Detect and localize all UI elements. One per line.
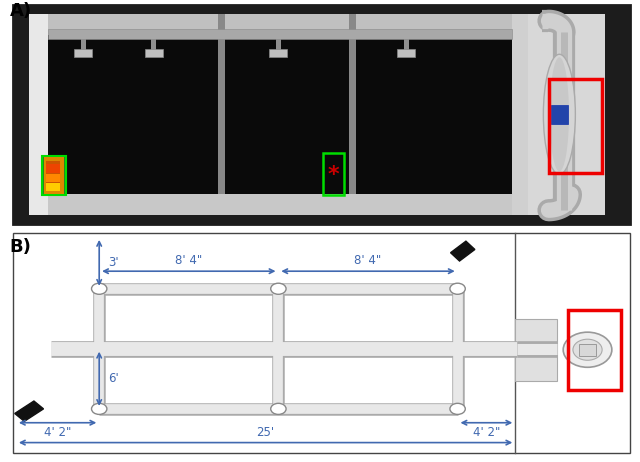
Text: 6': 6' xyxy=(108,372,119,385)
Circle shape xyxy=(271,403,286,414)
Bar xyxy=(269,49,287,57)
Bar xyxy=(404,39,409,51)
Polygon shape xyxy=(451,241,475,261)
Bar xyxy=(44,157,64,194)
Circle shape xyxy=(573,339,602,360)
Bar xyxy=(48,29,512,39)
Text: 4' 2": 4' 2" xyxy=(473,426,500,439)
Bar xyxy=(46,164,60,173)
Text: 25': 25' xyxy=(257,426,275,439)
Bar xyxy=(349,14,356,215)
Circle shape xyxy=(92,403,107,414)
Text: 3': 3' xyxy=(108,256,119,269)
Circle shape xyxy=(92,283,107,294)
Bar xyxy=(276,39,281,51)
Bar xyxy=(13,233,630,453)
Bar xyxy=(42,156,66,195)
Bar xyxy=(29,194,512,215)
Bar xyxy=(29,14,512,215)
Bar xyxy=(551,105,568,123)
Ellipse shape xyxy=(543,54,575,174)
Text: 8' 4": 8' 4" xyxy=(355,255,381,267)
Circle shape xyxy=(271,283,286,294)
Bar xyxy=(579,344,596,356)
Bar xyxy=(568,310,621,390)
Text: B): B) xyxy=(10,238,31,256)
Text: 4' 2": 4' 2" xyxy=(44,426,71,439)
Circle shape xyxy=(563,332,612,367)
Bar xyxy=(349,194,356,215)
Bar xyxy=(218,194,225,215)
Ellipse shape xyxy=(550,57,569,171)
Bar xyxy=(46,161,60,191)
Bar xyxy=(145,49,163,57)
Bar xyxy=(218,14,225,215)
Bar xyxy=(46,183,60,191)
Bar xyxy=(549,79,602,173)
Text: A): A) xyxy=(10,2,32,20)
Bar xyxy=(515,319,557,381)
Bar xyxy=(512,14,528,215)
Bar xyxy=(81,39,86,51)
Bar xyxy=(74,49,92,57)
Bar xyxy=(13,5,630,224)
Circle shape xyxy=(450,283,465,294)
Bar xyxy=(29,14,512,35)
Polygon shape xyxy=(15,401,44,421)
Bar xyxy=(528,14,605,215)
Text: 8' 4": 8' 4" xyxy=(175,255,202,267)
Bar xyxy=(323,153,344,195)
Bar xyxy=(151,39,156,51)
Circle shape xyxy=(450,403,465,414)
Bar xyxy=(29,14,48,215)
Bar xyxy=(397,49,415,57)
Bar xyxy=(46,174,60,182)
Text: *: * xyxy=(328,164,339,185)
